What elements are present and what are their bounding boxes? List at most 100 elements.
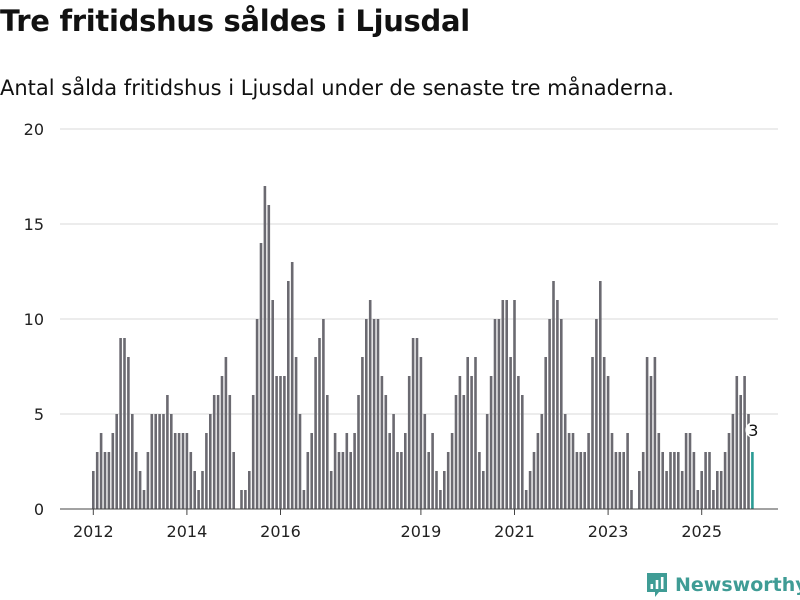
bar bbox=[509, 357, 512, 509]
bar bbox=[146, 452, 150, 509]
bar bbox=[368, 300, 372, 509]
bar bbox=[396, 452, 399, 509]
bar bbox=[641, 452, 645, 509]
bar bbox=[446, 452, 450, 509]
bar bbox=[743, 376, 746, 509]
bar bbox=[423, 414, 427, 509]
bar bbox=[111, 433, 115, 509]
bar bbox=[318, 338, 321, 509]
bar bbox=[162, 414, 165, 509]
bar bbox=[345, 433, 349, 509]
bar bbox=[649, 376, 653, 509]
bar bbox=[747, 414, 750, 509]
x-tick-label: 2025 bbox=[681, 522, 722, 541]
bar bbox=[712, 490, 715, 509]
bar bbox=[532, 452, 536, 509]
bar bbox=[189, 452, 193, 509]
bar bbox=[497, 319, 501, 509]
bar bbox=[556, 300, 559, 509]
bar bbox=[170, 414, 173, 509]
bar bbox=[563, 414, 567, 509]
bar bbox=[294, 357, 298, 509]
bar-latest bbox=[751, 452, 754, 509]
bar bbox=[454, 395, 458, 509]
bar bbox=[517, 376, 520, 509]
bar bbox=[131, 414, 134, 509]
bar bbox=[450, 433, 454, 509]
bar bbox=[197, 490, 200, 509]
y-tick-label: 20 bbox=[24, 120, 44, 139]
bar bbox=[692, 452, 696, 509]
bar bbox=[407, 376, 411, 509]
bar bbox=[688, 433, 692, 509]
bar bbox=[384, 395, 388, 509]
chart-title: Tre fritidshus såldes i Ljusdal bbox=[0, 4, 470, 38]
y-tick-label: 5 bbox=[34, 405, 44, 424]
bar bbox=[119, 338, 122, 509]
bar bbox=[669, 452, 672, 509]
x-tick-label: 2023 bbox=[588, 522, 629, 541]
bar bbox=[283, 376, 286, 509]
bar bbox=[376, 319, 380, 509]
bar bbox=[536, 433, 540, 509]
bar bbox=[255, 319, 259, 509]
bar bbox=[571, 433, 575, 509]
y-tick-label: 10 bbox=[24, 310, 44, 329]
data-label: 3 bbox=[748, 421, 758, 440]
bar bbox=[209, 414, 212, 509]
bar bbox=[485, 414, 489, 509]
bar bbox=[595, 319, 598, 509]
bar bbox=[411, 338, 415, 509]
bar bbox=[677, 452, 680, 509]
bar bbox=[602, 357, 606, 509]
bar bbox=[630, 490, 633, 509]
bar bbox=[287, 281, 290, 509]
bar bbox=[357, 395, 360, 509]
bar bbox=[435, 471, 438, 509]
bar bbox=[92, 471, 95, 509]
bar bbox=[493, 319, 497, 509]
bar bbox=[337, 452, 341, 509]
bar bbox=[290, 262, 294, 509]
bar bbox=[326, 395, 329, 509]
x-tick-label: 2019 bbox=[401, 522, 442, 541]
bar bbox=[181, 433, 185, 509]
bar bbox=[419, 357, 423, 509]
bar bbox=[552, 281, 555, 509]
bar bbox=[306, 452, 310, 509]
bar bbox=[314, 357, 317, 509]
bar bbox=[560, 319, 563, 509]
bar bbox=[251, 395, 255, 509]
bar bbox=[524, 490, 528, 509]
bar bbox=[528, 471, 532, 509]
bar bbox=[466, 357, 469, 509]
bar bbox=[638, 471, 641, 509]
bar bbox=[474, 357, 477, 509]
bar bbox=[333, 433, 337, 509]
bar bbox=[127, 357, 130, 509]
bar bbox=[653, 357, 657, 509]
bar bbox=[489, 376, 493, 509]
bar bbox=[470, 376, 473, 509]
bar bbox=[322, 319, 325, 509]
bar bbox=[298, 414, 302, 509]
bar bbox=[404, 433, 407, 509]
y-tick-label: 0 bbox=[34, 500, 44, 519]
bar bbox=[591, 357, 594, 509]
bar bbox=[259, 243, 263, 509]
bar bbox=[134, 452, 138, 509]
bar bbox=[224, 357, 228, 509]
bar bbox=[349, 452, 352, 509]
bar bbox=[735, 376, 739, 509]
bar bbox=[579, 452, 583, 509]
bar bbox=[392, 414, 395, 509]
bar bbox=[673, 452, 676, 509]
bar bbox=[216, 395, 220, 509]
bar bbox=[193, 471, 196, 509]
bar bbox=[680, 471, 684, 509]
bar bbox=[575, 452, 579, 509]
bar bbox=[205, 433, 208, 509]
bar bbox=[365, 319, 368, 509]
bar bbox=[302, 490, 306, 509]
